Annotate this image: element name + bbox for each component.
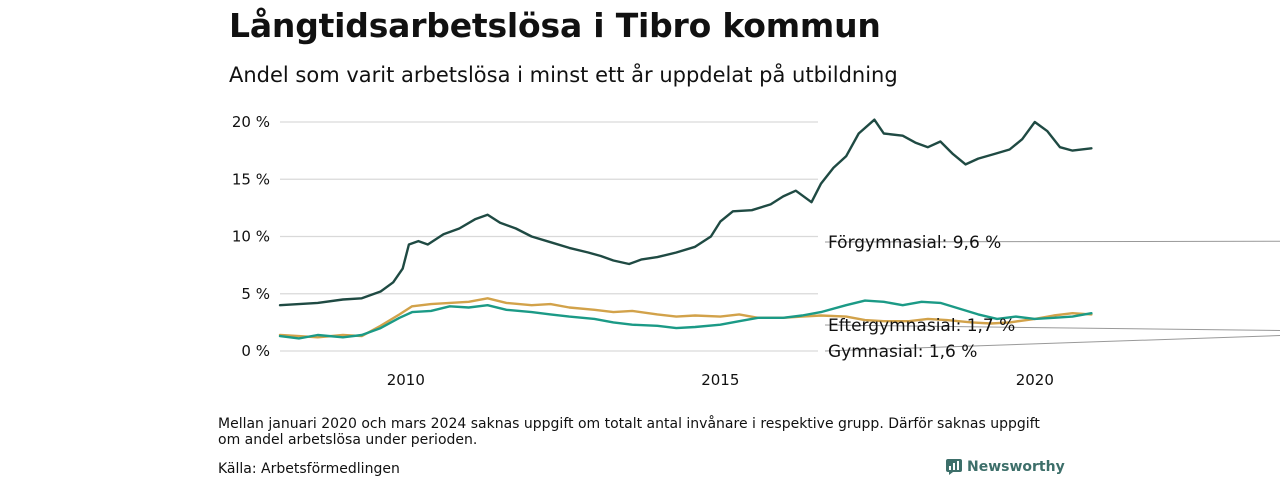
chart-title: Långtidsarbetslösa i Tibro kommun bbox=[229, 6, 881, 45]
series-line bbox=[278, 297, 1093, 339]
newsworthy-logo-icon bbox=[946, 459, 962, 475]
source-note: Källa: Arbetsförmedlingen bbox=[218, 461, 400, 477]
series-line bbox=[278, 118, 1093, 307]
x-tick-label: 2020 bbox=[1016, 371, 1054, 389]
brand-name: Newsworthy bbox=[967, 459, 1065, 475]
label-connector bbox=[824, 324, 1280, 332]
y-tick-label: 10 % bbox=[232, 228, 270, 246]
end-labels: Förgymnasial: 9,6 % Eftergymnasial: 1,7 %… bbox=[824, 233, 1280, 362]
series-end-label: Eftergymnasial: 1,7 % bbox=[828, 316, 1015, 336]
label-connector bbox=[824, 240, 1280, 243]
x-tick-label: 2015 bbox=[701, 371, 739, 389]
y-tick-label: 5 % bbox=[241, 285, 270, 303]
x-axis-ticks: 201020152020mar 2025 bbox=[387, 371, 1054, 389]
footnote: Mellan januari 2020 och mars 2024 saknas… bbox=[218, 416, 1040, 448]
y-tick-label: 0 % bbox=[241, 342, 270, 360]
chart-subtitle: Andel som varit arbetslösa i minst ett å… bbox=[229, 63, 898, 87]
series-end-label: Förgymnasial: 9,6 % bbox=[828, 233, 1001, 253]
y-axis-ticks: 0 % 5 % 10 % 15 % 20 % bbox=[232, 113, 270, 360]
series-end-label: Gymnasial: 1,6 % bbox=[828, 342, 977, 362]
series-lines bbox=[278, 118, 1093, 340]
y-tick-label: 20 % bbox=[232, 113, 270, 131]
y-tick-label: 15 % bbox=[232, 170, 270, 188]
x-tick-label: 2010 bbox=[387, 371, 425, 389]
brand-logo[interactable]: Newsworthy bbox=[946, 459, 1065, 475]
grid-lines bbox=[280, 121, 818, 352]
series-line bbox=[278, 299, 1093, 340]
label-connector bbox=[824, 335, 1280, 352]
line-chart: 0 %5 %10 %15 %20 % 201020152020mar 2025 … bbox=[232, 113, 1280, 389]
